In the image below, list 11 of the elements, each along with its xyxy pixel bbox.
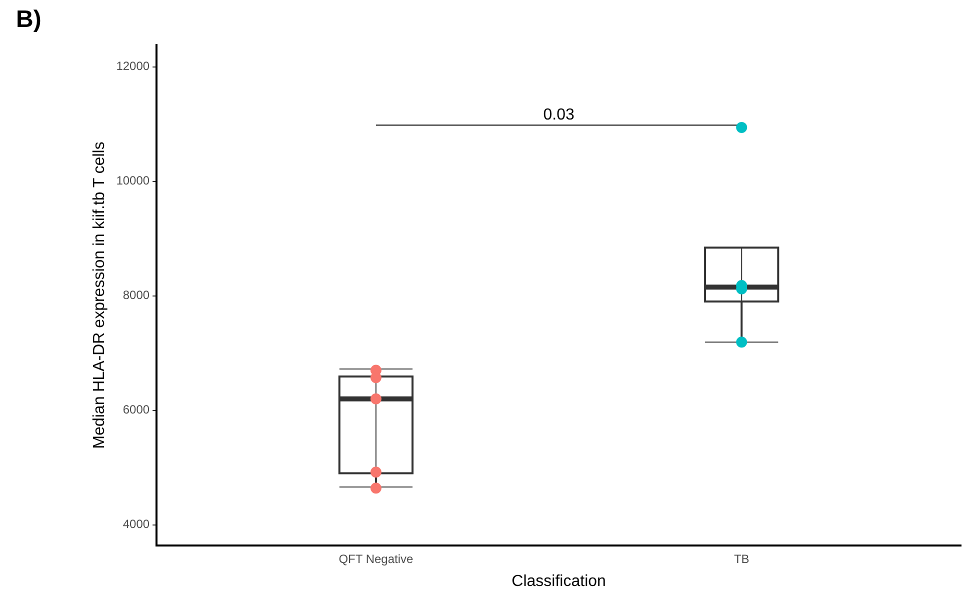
x-tick-label: QFT Negative: [338, 552, 414, 566]
y-tick-label: 4000: [122, 517, 150, 532]
annotation: 0.03: [543, 106, 574, 124]
y-tick-label: 6000: [122, 402, 150, 417]
y-tick-label: 12000: [116, 59, 150, 74]
y-tick-label: 8000: [122, 288, 150, 302]
y-axis-title: Median HLA-DR expression in kiif.tb T cells: [91, 142, 108, 449]
x-axis-title: Classification: [512, 572, 606, 590]
y-tick-label: 10000: [116, 174, 150, 188]
text: B): [16, 6, 42, 34]
x-tick-label: TB: [734, 552, 750, 566]
